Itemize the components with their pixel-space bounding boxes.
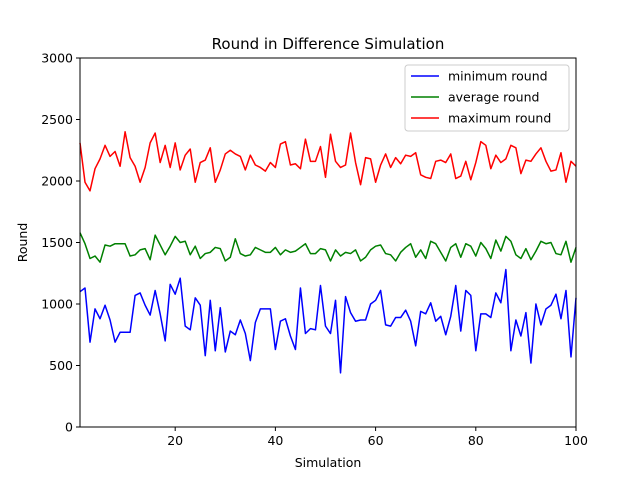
series-layer (79, 131, 577, 374)
x-tick-label: 20 (167, 433, 183, 448)
legend-label-0: minimum round (448, 69, 548, 84)
legend-box (404, 64, 570, 132)
y-tick-label: 3000 (41, 51, 73, 66)
x-tick-label: 60 (368, 433, 384, 448)
series-line-1 (79, 232, 577, 263)
y-tick-label: 2500 (41, 112, 73, 127)
x-axis: 20 40 60 80 100 (167, 427, 588, 448)
x-tick-label: 100 (564, 433, 588, 448)
y-tick-label: 2000 (41, 174, 73, 189)
y-tick-label: 1000 (41, 297, 73, 312)
series-line-0 (79, 268, 577, 374)
y-tick-label: 500 (49, 358, 73, 373)
y-tick-label: 1500 (41, 235, 73, 250)
y-tick-label: 0 (65, 420, 73, 435)
y-axis-title: Round (15, 223, 30, 263)
x-tick-label: 40 (267, 433, 283, 448)
x-tick-label: 80 (468, 433, 484, 448)
x-axis-title: Simulation (295, 455, 362, 470)
chart-title: Round in Difference Simulation (212, 35, 445, 53)
series-line-2 (79, 131, 577, 192)
legend-label-1: average round (448, 90, 539, 105)
y-axis: 0 500 1000 1500 2000 2500 3000 (41, 51, 80, 435)
legend-label-2: maximum round (448, 111, 551, 126)
legend: minimum round average round maximum round (404, 64, 570, 132)
